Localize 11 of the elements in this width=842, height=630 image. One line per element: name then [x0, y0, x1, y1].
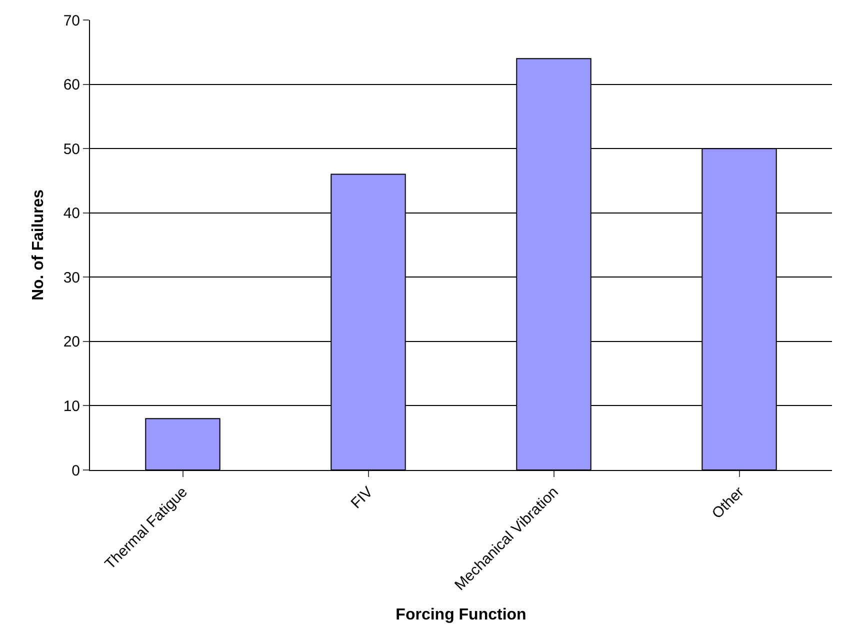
y-tick-label: 70 — [63, 12, 80, 30]
x-tick-label: FIV — [348, 484, 376, 512]
y-tick-label: 60 — [63, 76, 80, 94]
y-tick-label: 0 — [72, 462, 80, 480]
y-tick-label: 10 — [63, 398, 80, 415]
y-tick-label: 30 — [63, 269, 80, 286]
y-axis-title: No. of Failures — [30, 189, 48, 301]
y-tick-label: 50 — [63, 140, 80, 158]
y-tick-label: 40 — [63, 205, 80, 222]
x-axis-title: Forcing Function — [396, 606, 526, 624]
y-tick-label: 20 — [63, 334, 80, 351]
